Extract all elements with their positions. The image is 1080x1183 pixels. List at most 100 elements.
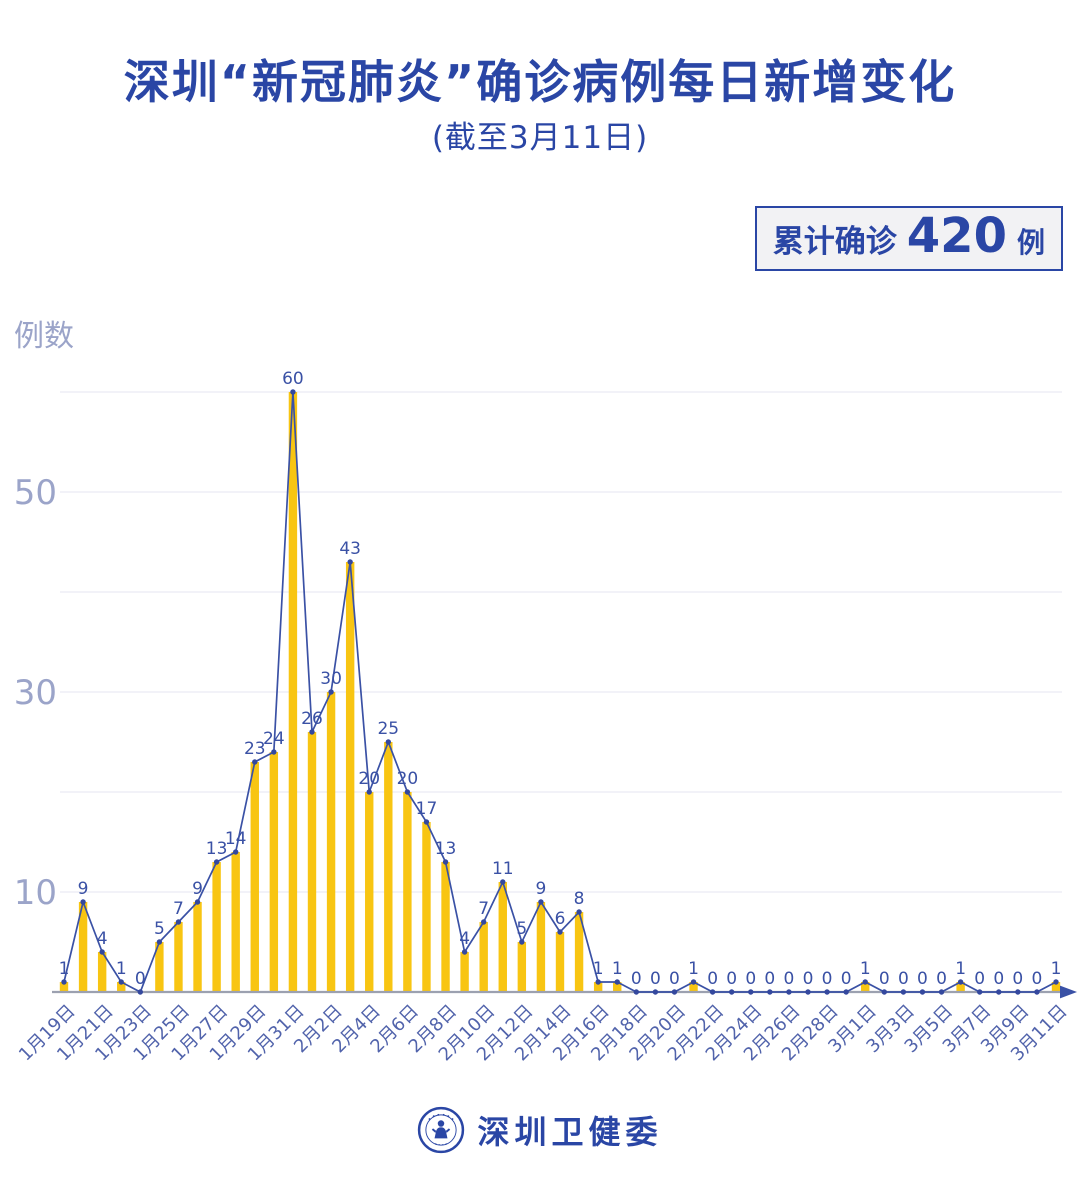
chart-bar [460,952,469,992]
value-label: 1 [955,959,966,979]
data-point [137,989,144,995]
value-label: 24 [263,729,285,749]
value-label: 6 [555,909,566,929]
data-point [843,989,849,995]
data-point [423,819,430,825]
chart-bar [613,982,622,992]
value-label: 43 [339,539,361,559]
chart-bar [78,902,88,992]
value-label: 0 [822,969,833,989]
data-point [385,739,392,745]
data-point [232,849,239,855]
value-label: 5 [516,919,527,939]
value-label: 5 [154,919,165,939]
value-label: 14 [225,829,247,849]
value-label: 0 [974,969,985,989]
chart-bar [59,982,69,992]
data-point [519,939,525,945]
chart-bar [555,932,565,992]
badge-prefix-label: 累计确诊 [772,224,897,260]
value-label: 0 [898,969,909,989]
data-point [480,919,487,925]
value-label: 0 [726,969,737,989]
data-point [690,979,697,985]
chart-bar [861,982,870,992]
chart-bar [269,752,279,992]
value-label: 20 [358,769,380,789]
chart-bar [174,922,183,992]
value-label: 26 [301,709,323,729]
data-point [99,949,105,955]
footer: 深圳卫健委 [0,1106,1080,1154]
value-label: 9 [192,879,203,899]
chart-bar [155,942,164,992]
x-axis-arrow-icon [1060,985,1077,999]
data-point [671,989,678,995]
value-label: 1 [59,959,70,979]
value-label: 9 [78,879,89,899]
value-label: 0 [1032,969,1043,989]
chart-bar [326,692,336,992]
data-point [595,979,601,985]
value-label: 7 [478,899,489,919]
data-point [1015,989,1021,995]
value-label: 11 [492,859,514,879]
data-point [404,789,411,795]
value-label: 0 [631,969,642,989]
chart-bar [422,822,431,992]
data-point [290,389,296,395]
chart-bar [117,982,126,992]
data-point [919,989,926,995]
data-point [271,749,277,755]
data-point [557,929,563,935]
chart-bar [345,562,355,992]
footer-org-name: 深圳卫健委 [477,1113,663,1151]
value-label: 0 [879,969,890,989]
chart-bar [384,742,393,992]
value-label: 1 [1051,959,1062,979]
value-label: 23 [244,739,266,759]
value-label: 13 [435,839,457,859]
data-point [652,989,659,995]
data-point [805,989,811,995]
value-label: 7 [173,899,184,919]
data-point [118,979,124,985]
data-point [1053,979,1059,985]
chart-bar [498,882,507,992]
data-point [633,989,640,995]
value-label: 17 [416,799,438,819]
value-label: 0 [993,969,1004,989]
value-label: 4 [97,929,108,949]
data-point [996,989,1002,995]
chart-bar [231,852,240,992]
data-point [156,939,163,945]
page-title: 深圳“新冠肺炎”确诊病例每日新增变化 [123,55,957,109]
value-label: 0 [803,969,814,989]
data-point [824,989,830,995]
value-label: 8 [574,889,585,909]
value-label: 0 [936,969,947,989]
chart-bar [536,902,546,992]
chart-bar [193,902,202,992]
value-label: 60 [282,369,304,389]
y-axis-label: 例数 [14,319,74,354]
chart-bar [365,792,374,992]
badge-unit-label: 例 [1016,226,1045,259]
data-point [748,989,754,995]
data-point [938,989,945,995]
value-label: 0 [1012,969,1023,989]
chart-bar [956,982,965,992]
data-point [1034,989,1040,995]
value-label: 0 [707,969,718,989]
data-point [900,989,907,995]
value-label: 0 [135,969,146,989]
data-point [347,559,353,565]
data-point [500,879,506,885]
data-point [175,919,182,925]
value-label: 9 [536,879,547,899]
y-tick-label: 10 [14,873,57,913]
value-label: 0 [650,969,661,989]
page-subtitle: (截至3月11日) [431,120,649,156]
data-point [728,989,735,995]
